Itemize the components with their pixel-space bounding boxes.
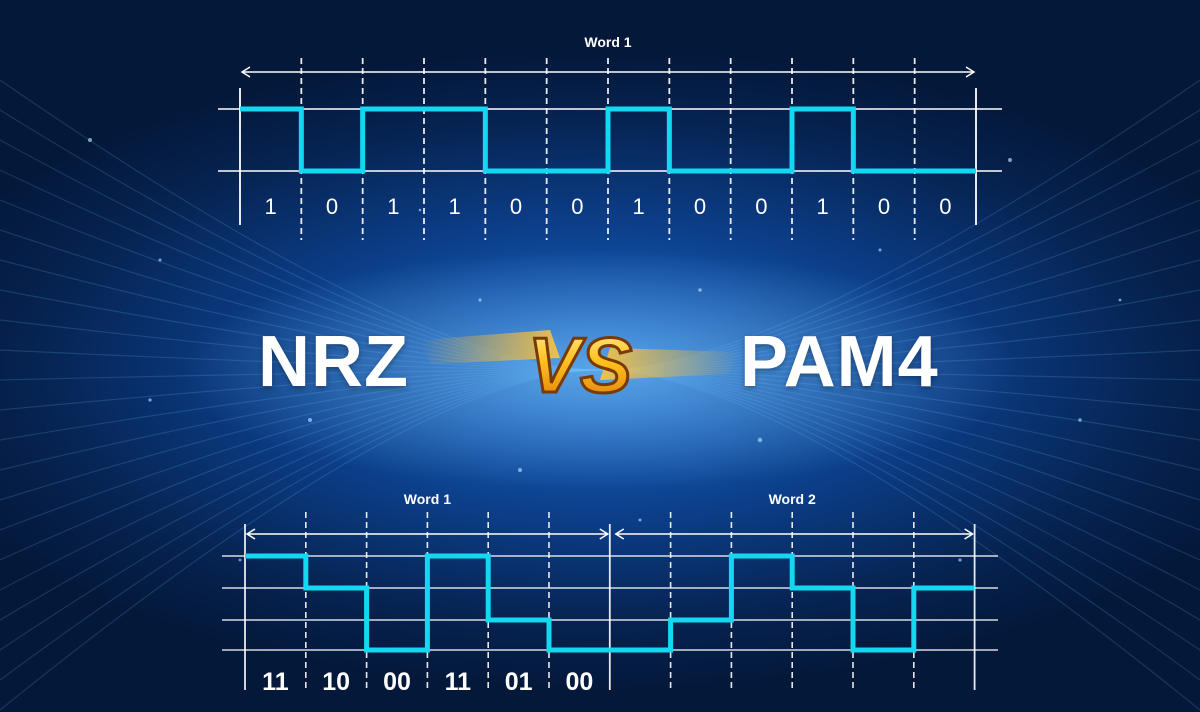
pam4-title: PAM4	[740, 322, 939, 402]
light-streak	[0, 199, 601, 371]
pam4-symbol-label: 00	[565, 668, 593, 696]
light-streak	[0, 319, 601, 371]
pam4-symbol-label: 11	[262, 668, 289, 696]
nrz-bit-label: 0	[755, 194, 767, 219]
nrz-bit-label: 0	[510, 194, 522, 219]
glow-dot	[1118, 298, 1122, 302]
glow-dot	[958, 558, 962, 562]
pam4-symbol-label: 11	[445, 668, 472, 696]
nrz-word-arrow-left	[240, 66, 251, 78]
nrz-bit-label: 0	[878, 194, 890, 219]
light-streak	[0, 369, 601, 621]
light-streak	[0, 369, 601, 651]
light-streak	[0, 259, 601, 371]
light-streak	[0, 369, 601, 411]
light-streak	[0, 369, 601, 711]
pam4-symbol-label: 01	[505, 668, 533, 696]
nrz-waveform	[240, 106, 976, 174]
pam4-word1-label: Word 1	[404, 491, 451, 507]
pam4-word1-arrow-right	[599, 528, 610, 540]
glow-dot	[478, 298, 482, 302]
nrz-bit-label: 1	[387, 194, 399, 219]
glow-dot	[518, 468, 522, 472]
nrz-bit-label: 0	[694, 194, 706, 219]
light-streak	[0, 369, 601, 561]
light-streak	[0, 369, 601, 531]
glow-dot	[878, 248, 882, 252]
pam4-word1-arrow-left	[245, 528, 256, 540]
light-streak	[0, 369, 601, 441]
light-streak	[0, 369, 601, 381]
pam4-symbol-label: 00	[383, 668, 411, 696]
nrz-bit-label: 1	[449, 194, 461, 219]
vs-right-streak	[600, 348, 740, 380]
nrz-bit-label: 0	[326, 194, 338, 219]
vs-badge: VS	[420, 320, 740, 411]
light-streak	[0, 139, 601, 371]
light-streak	[0, 109, 601, 371]
glow-dot	[308, 418, 312, 422]
vs-label: VS	[528, 321, 632, 409]
light-streak	[0, 79, 601, 371]
light-streak	[0, 349, 601, 371]
light-streak	[0, 369, 601, 471]
light-streak	[0, 229, 601, 371]
nrz-bit-label: 1	[817, 194, 829, 219]
light-streak	[0, 369, 601, 681]
glow-dot	[88, 138, 92, 142]
nrz-bit-label: 1	[633, 194, 645, 219]
glow-dot	[148, 398, 152, 402]
nrz-word-arrow-right	[965, 66, 976, 78]
nrz-bit-label: 0	[939, 194, 951, 219]
nrz-title: NRZ	[258, 322, 409, 402]
light-streak	[0, 289, 601, 371]
light-streak	[0, 169, 601, 371]
glow-dot	[638, 518, 642, 522]
pam4-waveform	[245, 553, 975, 653]
glow-dot	[238, 558, 242, 562]
pam4-word2-arrow-left	[614, 528, 625, 540]
nrz-bit-label: 0	[571, 194, 583, 219]
nrz-word-label: Word 1	[584, 34, 631, 50]
vs-left-streak	[420, 330, 560, 364]
pam4-word2-arrow-right	[964, 528, 975, 540]
nrz-bit-label: 1	[265, 194, 277, 219]
glow-dot	[418, 208, 422, 212]
light-streak	[0, 369, 601, 501]
glow-dot	[698, 288, 702, 292]
glow-dot	[757, 437, 763, 443]
glow-dot	[1008, 158, 1012, 162]
glow-dot	[1078, 418, 1082, 422]
glow-dot	[158, 258, 162, 262]
light-streak	[0, 369, 601, 591]
pam4-symbol-label: 10	[322, 668, 350, 696]
pam4-word2-label: Word 2	[769, 491, 816, 507]
